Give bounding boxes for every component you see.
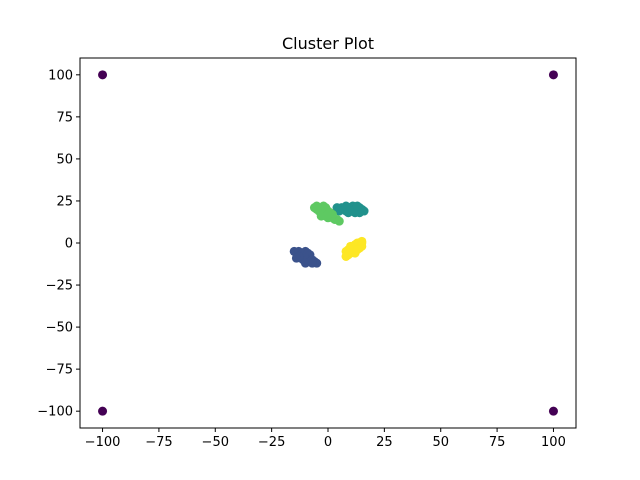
x-tick-label: −100: [85, 435, 121, 450]
x-tick-label: −50: [202, 435, 229, 450]
scatter-point: [334, 216, 344, 226]
scatter-point: [548, 406, 558, 416]
y-tick-label: 100: [48, 68, 73, 83]
x-tick-label: 75: [489, 435, 506, 450]
scatter-point: [548, 70, 558, 80]
scatter-point: [346, 245, 356, 255]
scatter-point: [98, 406, 108, 416]
chart-title: Cluster Plot: [282, 34, 374, 53]
y-tick-label: −75: [46, 363, 73, 378]
scatter-point: [291, 253, 301, 263]
points-layer: [98, 70, 558, 416]
scatter-point: [352, 201, 362, 211]
x-axis: −100 −75 −50 −25 0 25 50 75 100: [85, 428, 566, 450]
plot-area-frame: [79, 57, 577, 429]
y-tick-label: 25: [56, 194, 73, 209]
y-axis: −100 −75 −50 −25 0 25 50 75 100: [37, 68, 80, 420]
scatter-point: [98, 70, 108, 80]
x-tick-label: 50: [432, 435, 449, 450]
scatter-point: [341, 201, 351, 211]
scatter-point: [316, 211, 326, 221]
x-tick-label: −25: [258, 435, 285, 450]
scatter-point: [312, 201, 322, 211]
y-tick-label: 0: [65, 237, 73, 252]
x-tick-label: 0: [324, 435, 332, 450]
y-tick-label: −50: [46, 321, 73, 336]
scatter-point: [341, 251, 351, 261]
y-tick-label: 75: [56, 110, 73, 125]
y-tick-label: −100: [37, 405, 73, 420]
y-tick-label: 50: [56, 152, 73, 167]
scatter-point: [334, 206, 344, 216]
x-tick-label: 25: [376, 435, 393, 450]
scatter-point: [357, 236, 367, 246]
x-tick-label: −75: [145, 435, 172, 450]
scatter-point: [307, 258, 317, 268]
y-tick-label: −25: [46, 279, 73, 294]
x-tick-label: 100: [541, 435, 566, 450]
scatter-point: [352, 245, 362, 255]
scatter-point: [300, 258, 310, 268]
scatter-point: [323, 209, 333, 219]
